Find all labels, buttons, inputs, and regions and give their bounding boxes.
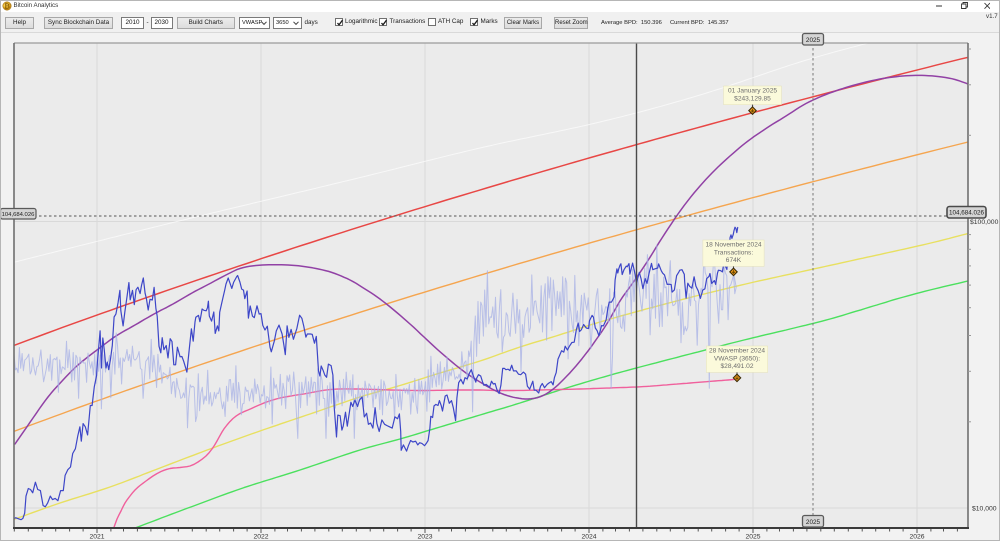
svg-text:2025: 2025 (806, 519, 821, 526)
svg-text:01 January 2025: 01 January 2025 (728, 88, 777, 95)
svg-text:104,684.026: 104,684.026 (2, 212, 35, 218)
svg-text:2022: 2022 (253, 534, 268, 541)
svg-text:2025: 2025 (745, 534, 760, 541)
svg-text:$100,000: $100,000 (970, 219, 999, 226)
svg-text:₿: ₿ (4, 3, 10, 11)
svg-text:$28,491.02: $28,491.02 (720, 363, 753, 370)
svg-text:2024: 2024 (581, 534, 596, 541)
svg-text:674K: 674K (726, 257, 742, 264)
svg-text:$10,000: $10,000 (972, 506, 997, 513)
svg-text:2025: 2025 (806, 37, 821, 44)
svg-text:Transactions:: Transactions: (714, 249, 754, 256)
svg-text:2023: 2023 (417, 534, 432, 541)
svg-text:18 November 2024: 18 November 2024 (705, 242, 761, 249)
svg-text:VWASP (3650):: VWASP (3650): (714, 355, 760, 362)
svg-text:28 November 2024: 28 November 2024 (709, 348, 765, 355)
svg-text:$243,129.85: $243,129.85 (734, 95, 771, 102)
svg-text:2021: 2021 (89, 534, 104, 541)
svg-text:2026: 2026 (909, 534, 924, 541)
svg-text:104,684.026: 104,684.026 (949, 210, 985, 217)
